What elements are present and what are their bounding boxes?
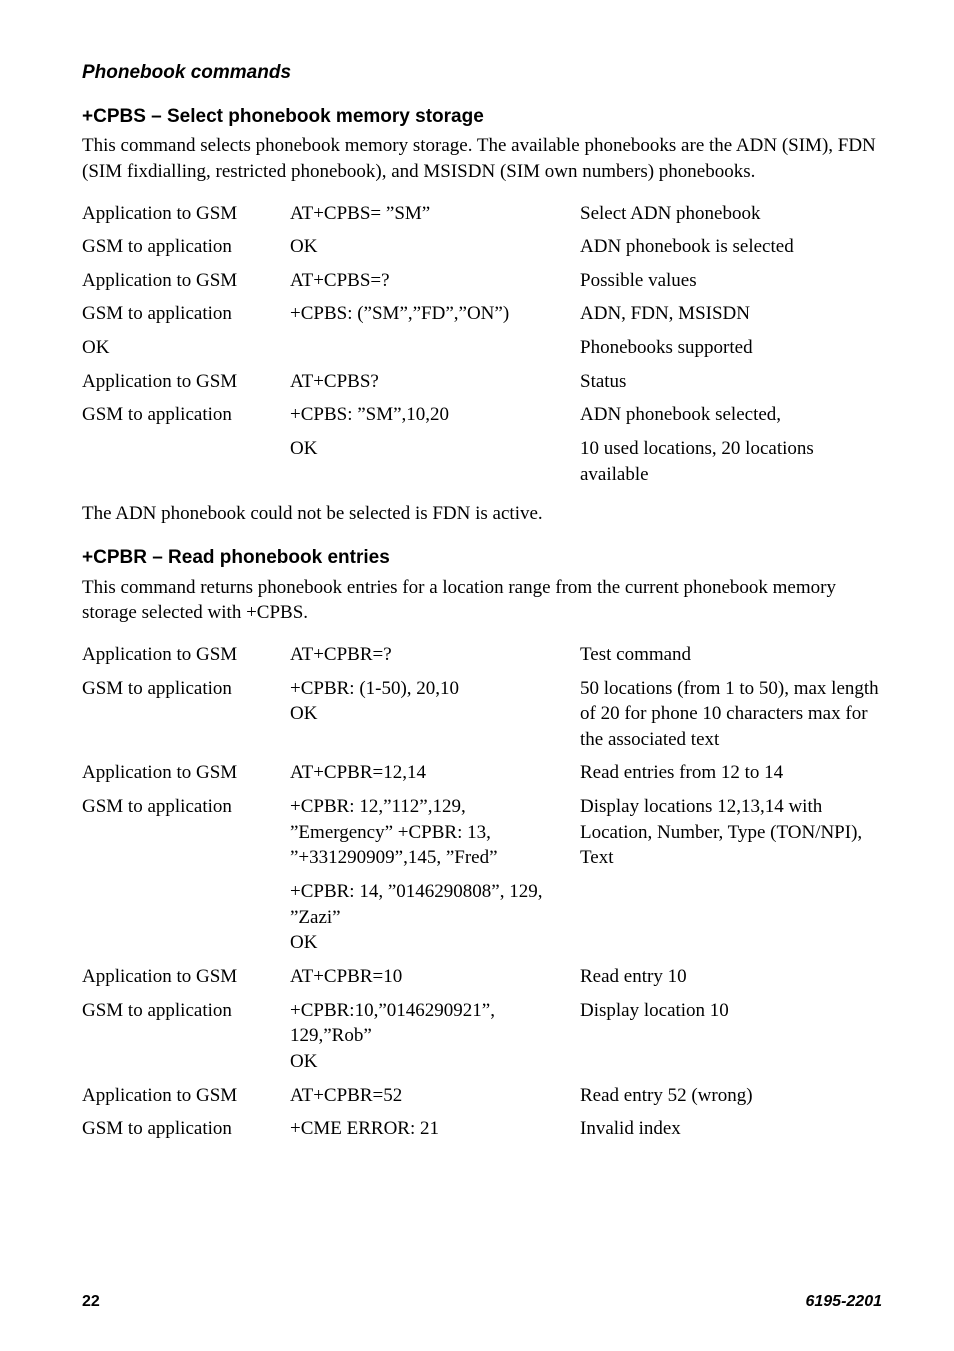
cell: +CPBS: ”SM”,10,20 xyxy=(290,398,580,432)
cell: AT+CPBR=52 xyxy=(290,1079,580,1113)
table-row: GSM to application +CME ERROR: 21 Invali… xyxy=(82,1112,882,1146)
cell: AT+CPBS? xyxy=(290,365,580,399)
cell: Read entry 10 xyxy=(580,960,882,994)
table-row: GSM to application +CPBR: 12,”112”,129, … xyxy=(82,790,882,875)
cell: AT+CPBR=? xyxy=(290,638,580,672)
page-footer: 22 6195-2201 xyxy=(82,1291,882,1313)
table-row: Application to GSM AT+CPBR=52 Read entry… xyxy=(82,1079,882,1113)
cell: +CPBR: 12,”112”,129, ”Emergency” +CPBR: … xyxy=(290,790,580,875)
cell: ADN phonebook selected, xyxy=(580,398,882,432)
table-row: GSM to application +CPBS: (”SM”,”FD”,”ON… xyxy=(82,297,882,331)
table-row: Application to GSM AT+CPBS? Status xyxy=(82,365,882,399)
page-number: 22 xyxy=(82,1291,100,1313)
section-title: Phonebook commands xyxy=(82,60,882,86)
table-row: Application to GSM AT+CPBS= ”SM” Select … xyxy=(82,197,882,231)
cpbs-intro: This command selects phonebook memory st… xyxy=(82,133,882,184)
cell: Display location 10 xyxy=(580,994,882,1079)
table-row: Application to GSM AT+CPBR=? Test comman… xyxy=(82,638,882,672)
cell: OK xyxy=(290,432,580,491)
cell: GSM to application xyxy=(82,1112,290,1146)
cpbr-table: Application to GSM AT+CPBR=? Test comman… xyxy=(82,638,882,1146)
cell: AT+CPBR=10 xyxy=(290,960,580,994)
cpbr-heading: +CPBR – Read phonebook entries xyxy=(82,545,882,571)
cpbs-note: The ADN phonebook could not be selected … xyxy=(82,501,882,527)
cell xyxy=(580,875,882,960)
cell: AT+CPBR=12,14 xyxy=(290,756,580,790)
cell: Test command xyxy=(580,638,882,672)
cell: Application to GSM xyxy=(82,197,290,231)
cell: Application to GSM xyxy=(82,1079,290,1113)
table-row: OK 10 used locations, 20 locations avail… xyxy=(82,432,882,491)
cell xyxy=(82,875,290,960)
cell: +CME ERROR: 21 xyxy=(290,1112,580,1146)
cell: GSM to application xyxy=(82,230,290,264)
cell: Application to GSM xyxy=(82,756,290,790)
cell: GSM to application xyxy=(82,398,290,432)
cell: Read entry 52 (wrong) xyxy=(580,1079,882,1113)
cell: +CPBR: (1-50), 20,10OK xyxy=(290,672,580,757)
table-row: Application to GSM AT+CPBR=12,14 Read en… xyxy=(82,756,882,790)
cpbs-heading: +CPBS – Select phonebook memory storage xyxy=(82,104,882,130)
cpbr-intro: This command returns phonebook entries f… xyxy=(82,575,882,626)
cell: OK xyxy=(82,331,290,365)
table-row: Application to GSM AT+CPBS=? Possible va… xyxy=(82,264,882,298)
cell: Application to GSM xyxy=(82,638,290,672)
cell: ADN, FDN, MSISDN xyxy=(580,297,882,331)
cell: GSM to application xyxy=(82,297,290,331)
table-row: GSM to application +CPBS: ”SM”,10,20 ADN… xyxy=(82,398,882,432)
cell: OK xyxy=(290,230,580,264)
cell: 10 used locations, 20 locations availabl… xyxy=(580,432,882,491)
cell: Select ADN phonebook xyxy=(580,197,882,231)
cell: GSM to application xyxy=(82,672,290,757)
table-row: +CPBR: 14, ”0146290808”, 129, ”Zazi”OK xyxy=(82,875,882,960)
table-row: GSM to application +CPBR: (1-50), 20,10O… xyxy=(82,672,882,757)
table-row: OK Phonebooks supported xyxy=(82,331,882,365)
cell: +CPBS: (”SM”,”FD”,”ON”) xyxy=(290,297,580,331)
cell xyxy=(82,432,290,491)
cell: AT+CPBS=? xyxy=(290,264,580,298)
cell: Application to GSM xyxy=(82,365,290,399)
cell: Possible values xyxy=(580,264,882,298)
cell: +CPBR:10,”0146290921”, 129,”Rob”OK xyxy=(290,994,580,1079)
doc-number: 6195-2201 xyxy=(805,1291,882,1313)
cell: Application to GSM xyxy=(82,960,290,994)
cell: ADN phonebook is selected xyxy=(580,230,882,264)
cell: Invalid index xyxy=(580,1112,882,1146)
cell: Phonebooks supported xyxy=(580,331,882,365)
cell: Read entries from 12 to 14 xyxy=(580,756,882,790)
table-row: Application to GSM AT+CPBR=10 Read entry… xyxy=(82,960,882,994)
cell: Status xyxy=(580,365,882,399)
cpbs-table: Application to GSM AT+CPBS= ”SM” Select … xyxy=(82,197,882,492)
cell: GSM to application xyxy=(82,994,290,1079)
cell: 50 locations (from 1 to 50), max length … xyxy=(580,672,882,757)
cell: +CPBR: 14, ”0146290808”, 129, ”Zazi”OK xyxy=(290,875,580,960)
table-row: GSM to application +CPBR:10,”0146290921”… xyxy=(82,994,882,1079)
cell: Application to GSM xyxy=(82,264,290,298)
cell: GSM to application xyxy=(82,790,290,875)
cell: Display locations 12,13,14 with Location… xyxy=(580,790,882,875)
cell: AT+CPBS= ”SM” xyxy=(290,197,580,231)
table-row: GSM to application OK ADN phonebook is s… xyxy=(82,230,882,264)
cell xyxy=(290,331,580,365)
